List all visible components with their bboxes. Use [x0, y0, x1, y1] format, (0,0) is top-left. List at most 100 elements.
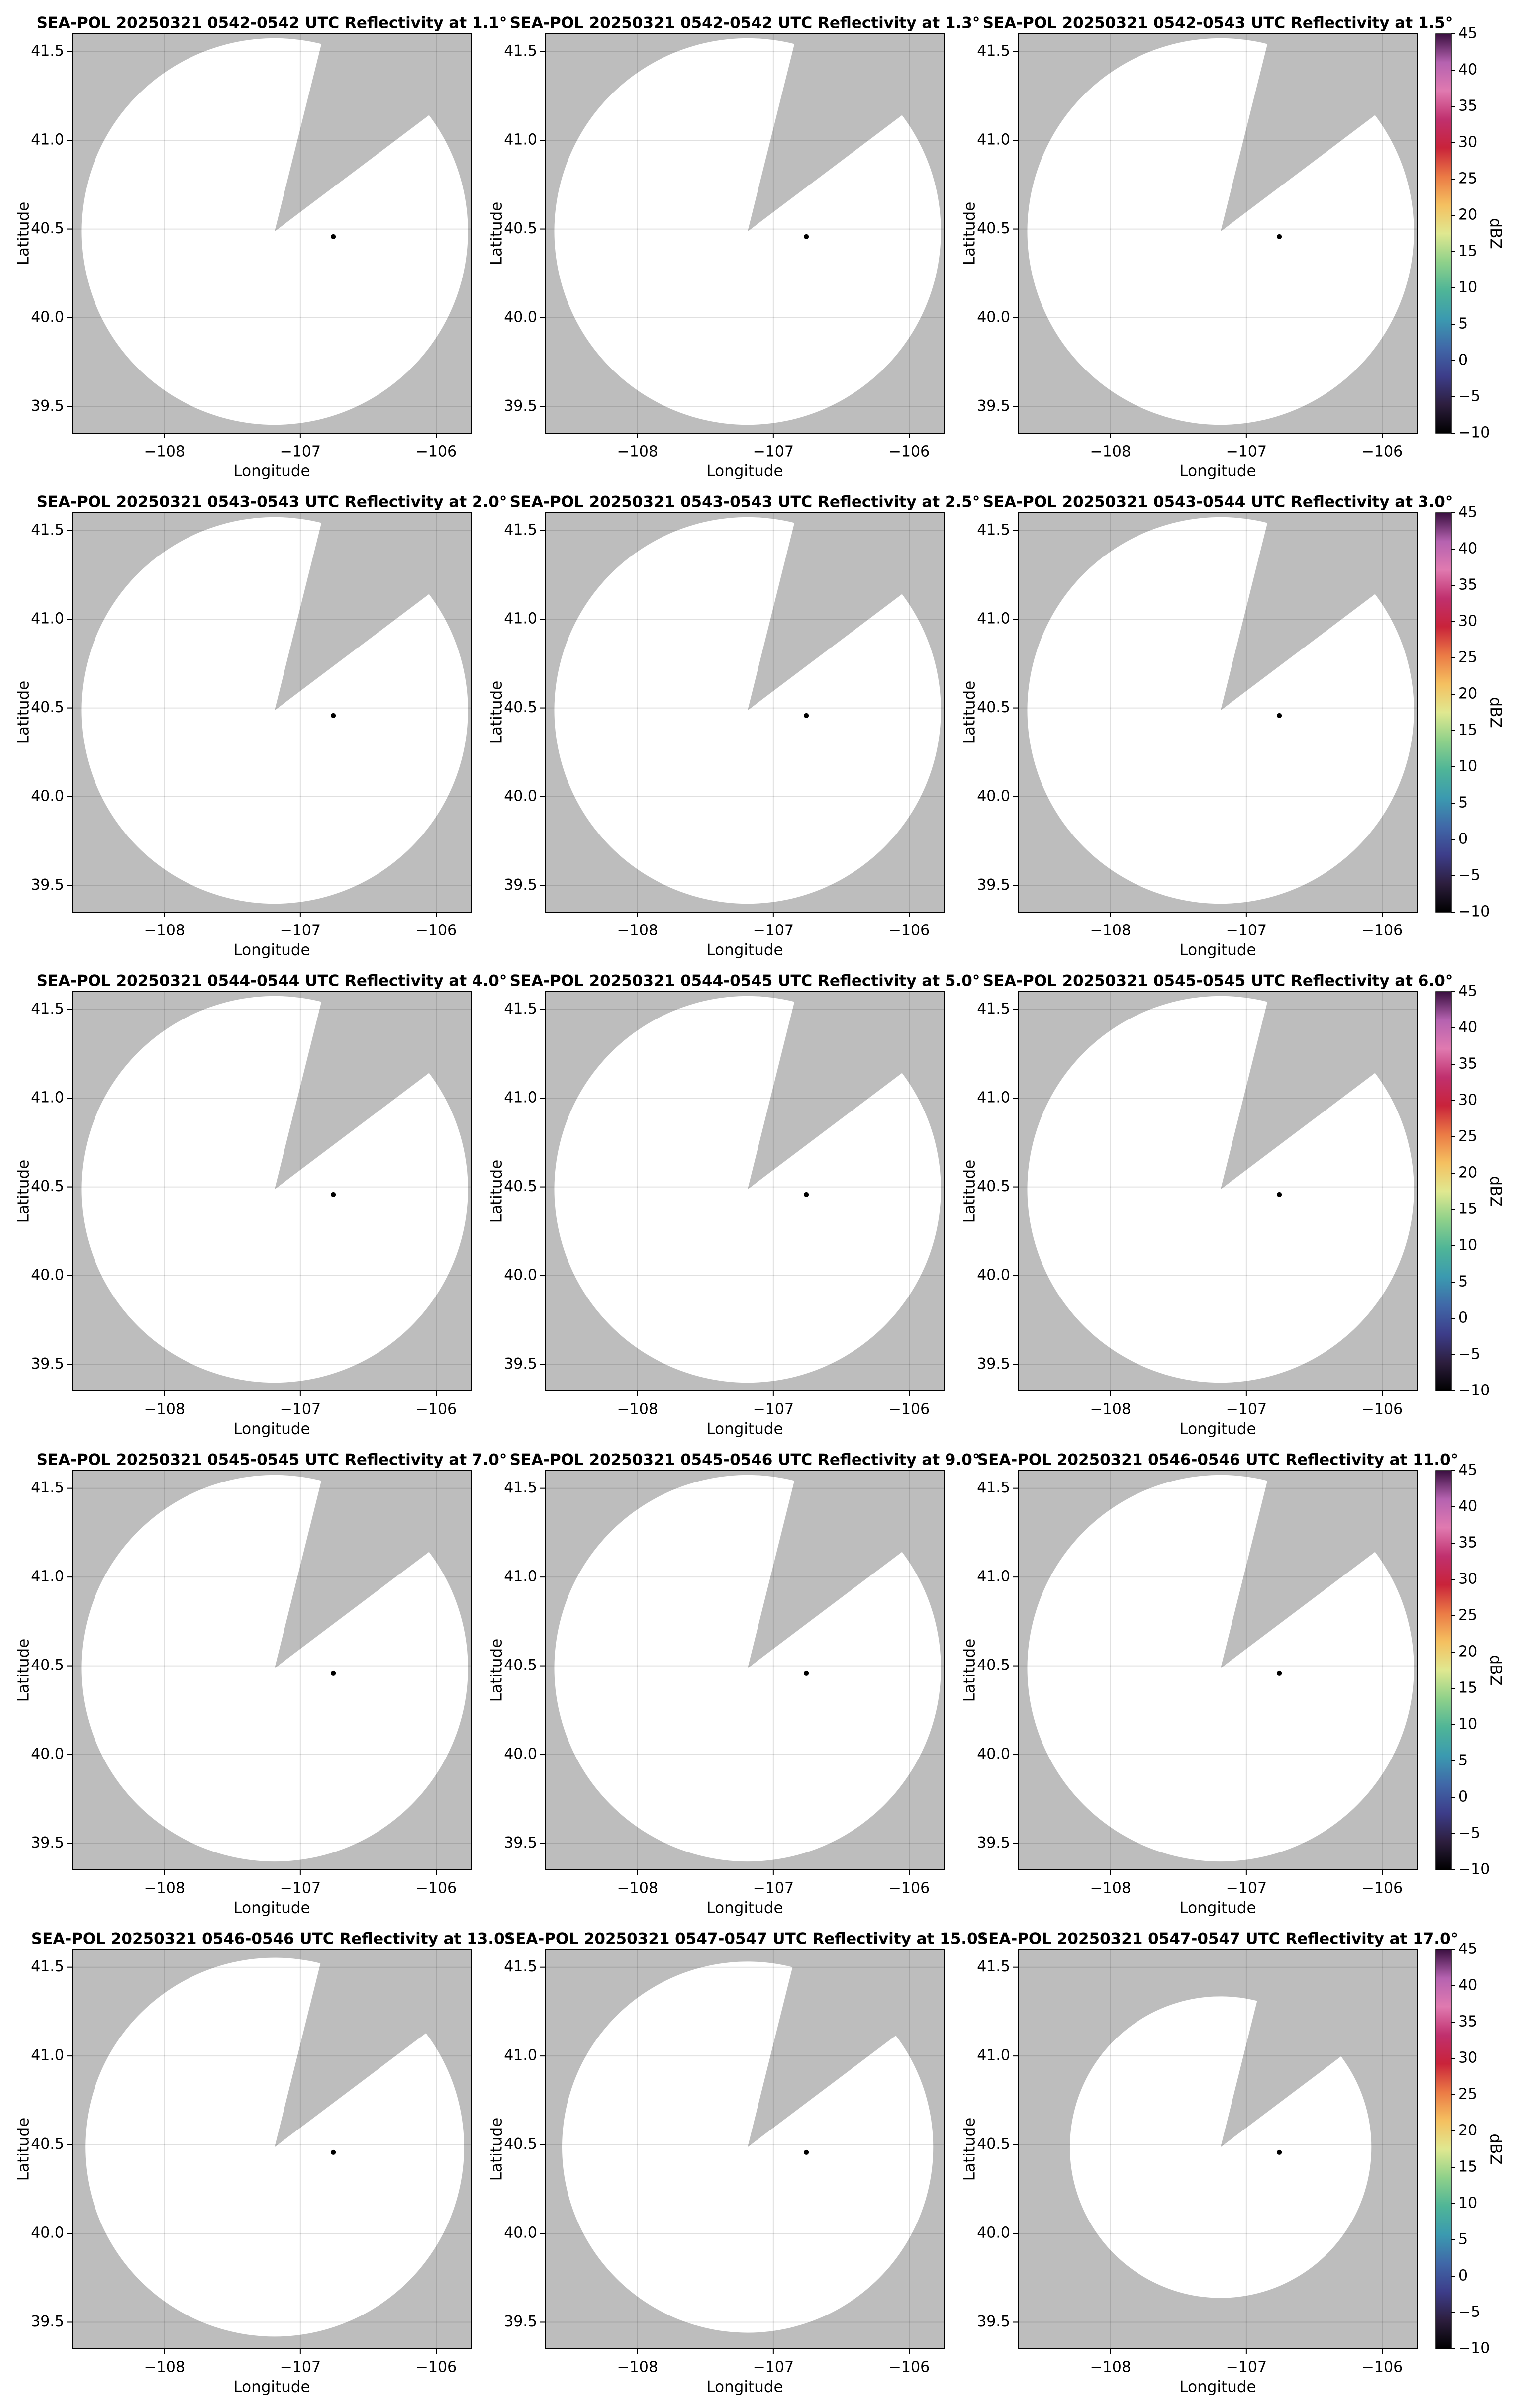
colorbar-tick-label: 10 [1458, 2195, 1477, 2212]
x-tick-label: −106 [416, 2359, 457, 2376]
colorbar-tick-label: 20 [1458, 2122, 1477, 2139]
y-tick-label: 40.0 [977, 309, 1010, 326]
x-tick-label: −108 [144, 922, 185, 939]
x-tick-label: −106 [1362, 922, 1403, 939]
plot-frame [72, 1470, 472, 1870]
x-tick-label: −107 [753, 2359, 794, 2376]
colorbar-tick-label: 45 [1458, 1462, 1477, 1479]
y-tick-label: 39.5 [31, 2313, 64, 2330]
colorbar-tick-label: 0 [1458, 352, 1468, 369]
colorbar-tick-label: 45 [1458, 1941, 1477, 1958]
radar-site-marker [804, 234, 809, 239]
radar-site-marker [331, 1192, 336, 1197]
panel: −108 −107 −106 39.5 40.0 40.5 41.0 41.5 SEA-POL … [15, 1451, 507, 1917]
y-tick-label: 39.5 [977, 1355, 1010, 1373]
chart-title: SEA-POL 20250321 0543-0543 UTC Reflectiv… [37, 493, 507, 511]
x-tick-label: −108 [1090, 922, 1131, 939]
y-tick-label: 41.0 [977, 610, 1010, 628]
y-tick-label: 41.5 [504, 521, 537, 539]
radar-site-marker [804, 1192, 809, 1197]
x-tick-label: −107 [1226, 922, 1267, 939]
y-tick-label: 41.5 [504, 1479, 537, 1496]
y-tick-label: 40.0 [977, 788, 1010, 805]
y-tick-label: 39.5 [504, 2313, 537, 2330]
y-axis-label: Latitude [961, 2118, 979, 2181]
colorbar-tick-label: −10 [1458, 1382, 1490, 1399]
colorbar-label: dBZ [1487, 2133, 1505, 2164]
radar-site-marker [1277, 234, 1282, 239]
colorbar-tick-label: 20 [1458, 685, 1477, 703]
y-tick-label: 40.5 [977, 2135, 1010, 2153]
radar-coverage [554, 1475, 941, 1862]
radar-coverage [81, 38, 468, 425]
y-tick-label: 41.5 [31, 1000, 64, 1018]
x-axis-label: Longitude [233, 1420, 310, 1438]
chart-title: SEA-POL 20250321 0543-0543 UTC Reflectiv… [510, 493, 980, 511]
radar-site-marker [331, 234, 336, 239]
colorbar-tick-label: 15 [1458, 1679, 1477, 1697]
y-axis-label: Latitude [488, 2118, 506, 2181]
panel: −108 −107 −106 39.5 40.0 40.5 41.0 41.5 SEA-POL … [15, 972, 507, 1438]
chart-title: SEA-POL 20250321 0542-0542 UTC Reflectiv… [37, 14, 507, 32]
radar-site-marker [331, 713, 336, 718]
x-axis-label: Longitude [233, 2378, 310, 2396]
colorbar-tick-label: 45 [1458, 504, 1477, 521]
colorbar-tick-label: 25 [1458, 2086, 1477, 2103]
y-axis-label: Latitude [15, 681, 33, 744]
x-tick-label: −106 [889, 1880, 930, 1897]
colorbar-tick-label: 40 [1458, 1498, 1477, 1515]
colorbar-tick-label: 20 [1458, 1164, 1477, 1182]
colorbar-tick-label: 30 [1458, 134, 1477, 151]
y-axis-label: Latitude [961, 1160, 979, 1223]
colorbar [1435, 1949, 1452, 2349]
colorbar-tick-label: −5 [1458, 1825, 1480, 1842]
y-tick-label: 41.0 [504, 1089, 537, 1107]
colorbar-tick-label: −10 [1458, 903, 1490, 921]
colorbar-tick-label: 35 [1458, 576, 1477, 594]
x-tick-label: −106 [416, 1880, 457, 1897]
panel: −108 −107 −106 39.5 40.0 40.5 41.0 41.5 SEA-POL … [15, 14, 507, 480]
y-tick-label: 40.5 [31, 1657, 64, 1674]
colorbar-tick-label: 10 [1458, 758, 1477, 775]
plot-frame [545, 33, 945, 434]
colorbar [1435, 991, 1452, 1391]
x-tick-label: −108 [1090, 2359, 1131, 2376]
colorbar-tick-label: 5 [1458, 1752, 1468, 1769]
colorbar-tick-label: 45 [1458, 25, 1477, 42]
y-axis-label: Latitude [961, 1639, 979, 1702]
plot-frame [1018, 1949, 1418, 2349]
x-axis-label: Longitude [233, 463, 310, 480]
x-tick-label: −108 [144, 443, 185, 461]
y-axis-label: Latitude [15, 1639, 33, 1702]
plot-frame [545, 991, 945, 1391]
x-tick-label: −106 [416, 922, 457, 939]
y-tick-label: 40.5 [31, 699, 64, 716]
plot-frame [72, 33, 472, 434]
x-tick-label: −108 [1090, 1401, 1131, 1418]
x-axis-label: Longitude [706, 1420, 783, 1438]
x-tick-label: −106 [1362, 1880, 1403, 1897]
colorbar-tick-label: 5 [1458, 794, 1468, 812]
y-tick-label: 40.0 [977, 2224, 1010, 2242]
chart-title: SEA-POL 20250321 0547-0547 UTC Reflectiv… [977, 1930, 1458, 1948]
colorbar-tick-label: 35 [1458, 1055, 1477, 1073]
chart-title: SEA-POL 20250321 0544-0545 UTC Reflectiv… [510, 972, 980, 990]
chart-title: SEA-POL 20250321 0542-0543 UTC Reflectiv… [983, 14, 1453, 32]
y-tick-label: 40.5 [977, 699, 1010, 716]
plot-frame [545, 1470, 945, 1870]
colorbar-tick-label: 10 [1458, 1237, 1477, 1254]
colorbar-label: dBZ [1487, 1655, 1505, 1685]
colorbar-tick-label: −5 [1458, 1346, 1480, 1363]
radar-site-marker [804, 2149, 809, 2155]
y-axis-label: Latitude [15, 2118, 33, 2181]
x-tick-label: −107 [280, 2359, 321, 2376]
y-tick-label: 41.0 [504, 610, 537, 628]
x-tick-label: −106 [889, 443, 930, 461]
radar-site-marker [331, 1670, 336, 1676]
y-tick-label: 39.5 [977, 876, 1010, 894]
radar-coverage [562, 1961, 934, 2333]
y-tick-label: 40.5 [504, 220, 537, 237]
chart-title: SEA-POL 20250321 0543-0544 UTC Reflectiv… [983, 493, 1453, 511]
x-tick-label: −106 [889, 2359, 930, 2376]
